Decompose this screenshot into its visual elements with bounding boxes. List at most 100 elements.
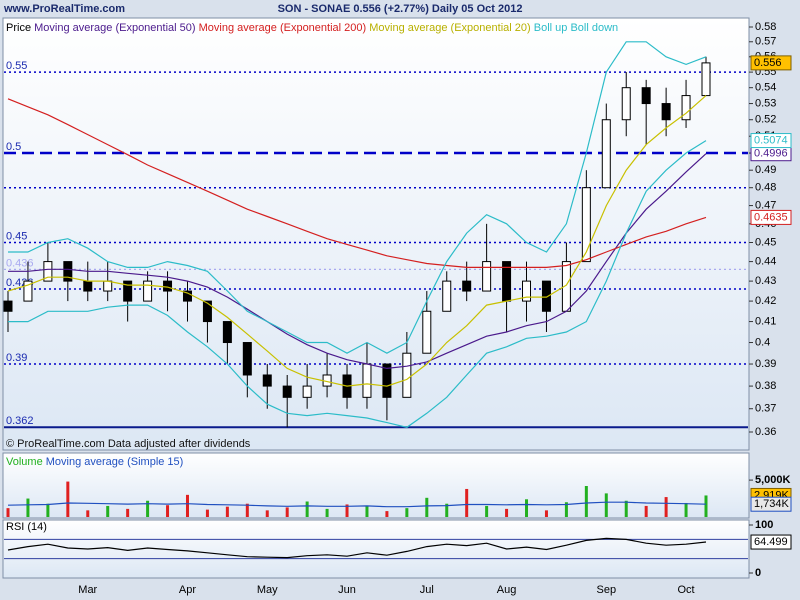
volume-bar	[505, 508, 509, 517]
y-tick-label: 0.4	[755, 336, 770, 348]
candle-body	[202, 300, 212, 323]
y-tick-label: 0.43	[755, 275, 776, 287]
volume-bar	[584, 486, 588, 517]
legend: Volume Moving average (Simple 15)	[6, 456, 183, 468]
series-line	[8, 41, 707, 354]
volume-bar	[305, 501, 309, 517]
volume-panel	[2, 452, 750, 519]
y-tick-label: 0.38	[755, 380, 776, 392]
candle-body	[422, 310, 432, 354]
reference-label: 0.45	[6, 230, 27, 242]
value-box	[750, 534, 792, 550]
candle-body	[522, 280, 532, 302]
value-box	[750, 496, 792, 512]
volume-bar	[485, 505, 489, 517]
y-tick-label: 0.45	[755, 236, 776, 248]
volume-bar	[604, 493, 608, 517]
candle-body	[182, 290, 192, 302]
y-tick-label: 0.48	[755, 182, 776, 194]
x-tick-label: Sep	[596, 584, 616, 596]
value-box	[750, 209, 792, 225]
y-tick-label: 0.53	[755, 97, 776, 109]
value-box	[750, 133, 792, 149]
x-tick-label: May	[257, 584, 278, 596]
y-tick-label: 0.54	[755, 82, 776, 94]
volume-bar	[66, 481, 70, 517]
series-line	[7, 501, 707, 508]
value-box-label: 0.4996	[754, 148, 788, 160]
volume-bar	[644, 505, 648, 517]
candle-body	[43, 261, 53, 282]
series-line	[7, 98, 707, 268]
x-tick-label: Jul	[420, 584, 434, 596]
y-tick-label: 0.58	[755, 21, 776, 33]
legend-entry: RSI (14)	[6, 521, 47, 533]
volume-bar	[205, 509, 209, 517]
volume-bar	[6, 508, 10, 517]
volume-bar	[525, 499, 529, 517]
candle-body	[242, 342, 252, 376]
volume-bar	[86, 510, 90, 517]
x-tick-label: Oct	[677, 584, 694, 596]
volume-bar	[106, 505, 110, 517]
volume-bar	[345, 504, 349, 517]
candle-body	[63, 261, 73, 282]
y-tick-label: 5,000K	[755, 474, 791, 486]
candle-body	[641, 87, 651, 105]
candle-body	[262, 374, 272, 387]
volume-bar	[26, 498, 30, 517]
candle-body	[681, 95, 691, 121]
chart-title: SON - SONAE 0.556 (+2.77%) Daily 05 Oct …	[278, 3, 523, 15]
value-box-label: 0.4635	[754, 211, 788, 223]
candle-body	[222, 321, 232, 344]
y-tick-label: 0.37	[755, 403, 776, 415]
volume-bar	[285, 507, 289, 517]
candle-body	[661, 103, 671, 121]
candle-body	[581, 187, 591, 263]
reference-label: 0.39	[6, 352, 27, 364]
volume-bar	[684, 502, 688, 517]
candle-body	[282, 385, 292, 398]
y-tick-label: 0.39	[755, 358, 776, 370]
candle-body	[382, 363, 392, 398]
reference-label: 0.5	[6, 141, 21, 153]
volume-bar	[544, 510, 548, 517]
volume-bar	[46, 503, 50, 517]
legend-entry: Boll down	[570, 22, 618, 34]
y-tick-label: 100	[755, 519, 773, 531]
series-line	[8, 153, 707, 370]
candle-body	[23, 280, 33, 302]
y-tick-label: 0	[755, 567, 761, 579]
legend-entry: Moving average (Simple 15)	[46, 456, 184, 468]
legend-entry: Price	[6, 22, 31, 34]
candle-body	[123, 280, 133, 302]
candle-body	[302, 385, 312, 398]
volume-bar	[624, 500, 628, 517]
candle-body	[83, 280, 93, 292]
series-line	[7, 537, 707, 559]
value-box-label: 0.556	[754, 57, 782, 69]
candle-body	[701, 62, 711, 97]
volume-bar	[445, 503, 449, 517]
volume-bar	[245, 503, 249, 517]
y-tick-label: 0.36	[755, 426, 776, 438]
candle-body	[163, 280, 173, 292]
candle-body	[3, 300, 13, 312]
series-line	[7, 95, 707, 387]
volume-bar	[704, 495, 708, 517]
x-tick-label: Aug	[497, 584, 517, 596]
x-tick-label: Apr	[179, 584, 196, 596]
legend-entry: Moving average (Exponential 200)	[199, 22, 367, 34]
volume-bar	[185, 494, 189, 517]
legend-entry: Boll up	[534, 22, 568, 34]
volume-bar	[405, 508, 409, 517]
legend-entry: Moving average (Exponential 20)	[369, 22, 530, 34]
volume-bar	[365, 505, 369, 517]
x-tick-label: Mar	[78, 584, 97, 596]
volume-bar	[225, 506, 229, 517]
reference-label: 0.436	[6, 257, 34, 269]
y-tick-label: 0.44	[755, 255, 776, 267]
candle-body	[621, 87, 631, 121]
volume-bar	[664, 497, 668, 517]
